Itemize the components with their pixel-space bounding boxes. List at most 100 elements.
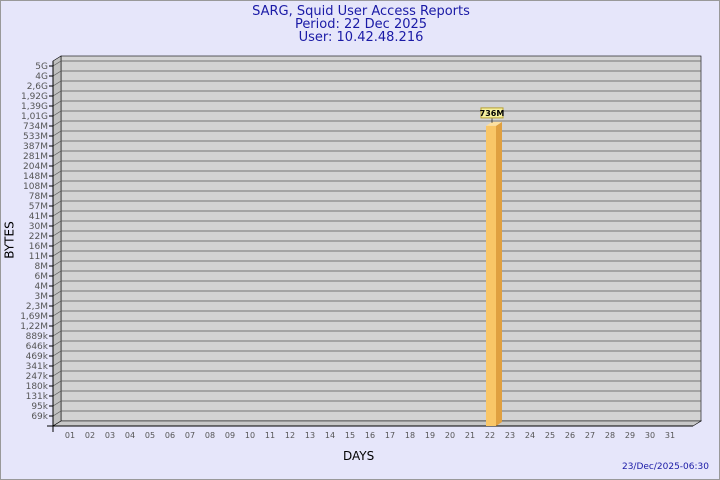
plot-floor xyxy=(51,420,703,427)
y-tick-label: 734M xyxy=(23,122,48,132)
y-tick-label: 41M xyxy=(29,212,48,222)
y-tick-label: 69k xyxy=(31,412,48,422)
x-tick-label: 11 xyxy=(265,431,275,440)
x-tick-label: 31 xyxy=(665,431,675,440)
x-axis-title: DAYS xyxy=(343,449,375,463)
gridline-slant xyxy=(52,210,62,217)
x-tick-label: 16 xyxy=(365,431,375,440)
gridline-slant xyxy=(52,160,62,167)
x-tick-label: 30 xyxy=(645,431,655,440)
bar xyxy=(486,125,496,427)
y-tick-label: 108M xyxy=(23,182,48,192)
y-tick-label: 22M xyxy=(29,232,48,242)
x-tick-label: 10 xyxy=(245,431,255,440)
gridline-slant xyxy=(52,280,62,287)
y-tick-label: 4M xyxy=(35,282,49,292)
y-tick-label: 2,6G xyxy=(27,82,48,92)
x-tick-label: 17 xyxy=(385,431,395,440)
x-tick-label: 14 xyxy=(325,431,335,440)
y-tick-label: 8M xyxy=(35,262,49,272)
chart-title: SARG, Squid User Access Reports xyxy=(252,4,470,19)
x-tick-label: 22 xyxy=(485,431,495,440)
y-tick-label: 95k xyxy=(31,402,48,412)
gridline-slant xyxy=(52,140,62,147)
y-tick-label: 1,01G xyxy=(21,112,48,122)
y-tick-label: 469k xyxy=(26,352,49,362)
x-tick-label: 13 xyxy=(305,431,315,440)
y-tick-label: 2,3M xyxy=(26,302,48,312)
y-tick-label: 4G xyxy=(35,72,48,82)
y-tick-label: 148M xyxy=(23,172,48,182)
gridline-slant xyxy=(52,60,62,67)
gridline-slant xyxy=(52,110,62,117)
y-tick-label: 57M xyxy=(29,202,48,212)
x-tick-label: 04 xyxy=(125,431,135,440)
y-tick-label: 16M xyxy=(29,242,48,252)
x-tick-label: 06 xyxy=(165,431,175,440)
gridline-slant xyxy=(52,100,62,107)
gridline-slant xyxy=(52,170,62,177)
x-tick-label: 12 xyxy=(285,431,295,440)
gridline-slant xyxy=(52,220,62,227)
y-tick-label: 180k xyxy=(26,382,49,392)
gridline-slant xyxy=(52,350,62,357)
y-tick-label: 1,22M xyxy=(20,322,48,332)
bar-label-box xyxy=(480,107,504,119)
x-tick-label: 19 xyxy=(425,431,435,440)
x-tick-label: 21 xyxy=(465,431,475,440)
generated-timestamp: 23/Dec/2025-06:30 xyxy=(621,462,709,472)
gridline-slant xyxy=(52,250,62,257)
x-tick-label: 26 xyxy=(565,431,575,440)
gridline-slant xyxy=(52,390,62,397)
y-tick-label: 131k xyxy=(26,392,49,402)
gridline-slant xyxy=(52,290,62,297)
gridline-slant xyxy=(52,70,62,77)
y-tick-label: 247k xyxy=(26,372,49,382)
plot-back-wall xyxy=(60,55,702,422)
x-tick-label: 18 xyxy=(405,431,415,440)
y-tick-label: 387M xyxy=(23,142,48,152)
y-tick-label: 281M xyxy=(23,152,48,162)
gridline-slant xyxy=(52,180,62,187)
gridline-slant xyxy=(52,360,62,367)
gridline-slant xyxy=(52,320,62,327)
y-tick-label: 78M xyxy=(29,192,48,202)
gridline-slant xyxy=(52,120,62,127)
x-tick-label: 28 xyxy=(605,431,615,440)
bar-value-label: 736M xyxy=(480,109,505,118)
gridline-slant xyxy=(52,380,62,387)
gridline-slant xyxy=(52,330,62,337)
chart-user: User: 10.42.48.216 xyxy=(298,30,424,45)
gridline-slant xyxy=(52,240,62,247)
x-tick-label: 08 xyxy=(205,431,215,440)
gridline-slant xyxy=(52,260,62,267)
chart-period: Period: 22 Dec 2025 xyxy=(294,17,428,32)
y-tick-label: 30M xyxy=(29,222,48,232)
gridline-slant xyxy=(52,190,62,197)
y-axis-title: BYTES xyxy=(2,221,17,259)
x-tick-label: 25 xyxy=(545,431,555,440)
x-tick-label: 03 xyxy=(105,431,115,440)
bar-side xyxy=(496,121,502,427)
y-tick-label: 533M xyxy=(23,132,48,142)
gridline-slant xyxy=(52,130,62,137)
gridline-slant xyxy=(52,230,62,237)
y-tick-label: 646k xyxy=(26,342,49,352)
x-tick-label: 15 xyxy=(345,431,355,440)
y-tick-label: 6M xyxy=(35,272,49,282)
x-tick-label: 09 xyxy=(225,431,235,440)
x-tick-label: 29 xyxy=(625,431,635,440)
gridline-slant xyxy=(52,400,62,407)
gridline-slant xyxy=(52,340,62,347)
gridline-slant xyxy=(52,300,62,307)
x-tick-label: 24 xyxy=(525,431,535,440)
y-tick-label: 889k xyxy=(26,332,49,342)
gridline-slant xyxy=(52,310,62,317)
y-tick-label: 1,69M xyxy=(20,312,48,322)
y-tick-label: 11M xyxy=(29,252,48,262)
y-tick-label: 3M xyxy=(35,292,49,302)
y-tick-label: 204M xyxy=(23,162,48,172)
gridline-slant xyxy=(52,200,62,207)
x-tick-label: 02 xyxy=(85,431,95,440)
